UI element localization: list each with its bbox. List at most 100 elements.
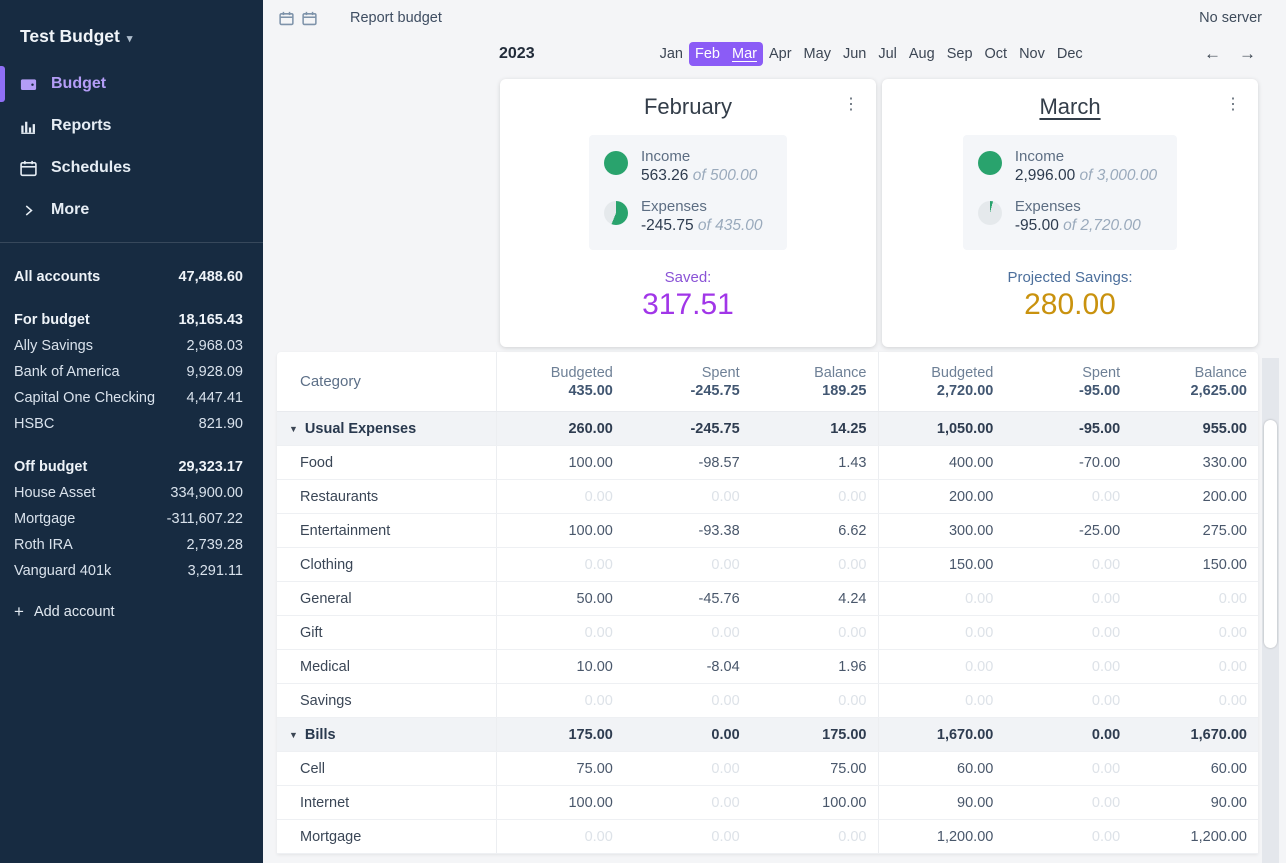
category-name-cell[interactable]: Entertainment <box>277 514 497 547</box>
mar-spent-cell[interactable]: 0.00 <box>1091 488 1121 505</box>
month-mar[interactable]: Mar <box>725 42 763 66</box>
calendar-single-icon[interactable] <box>278 10 295 27</box>
feb-budgeted-cell[interactable]: 100.00 <box>568 522 613 539</box>
collapse-triangle-icon[interactable]: ▼ <box>289 423 298 434</box>
mar-budgeted-cell[interactable]: 400.00 <box>877 446 1005 479</box>
mar-budgeted-cell[interactable]: 90.00 <box>877 786 1005 819</box>
month-jan[interactable]: Jan <box>659 46 683 62</box>
feb-budgeted-cell[interactable]: 260.00 <box>568 420 613 437</box>
feb-balance-cell[interactable]: 1.96 <box>838 658 867 675</box>
mar-spent-cell[interactable]: 0.00 <box>1091 828 1121 845</box>
mar-balance-cell[interactable]: 60.00 <box>1210 760 1247 777</box>
feb-budgeted-cell[interactable]: 0.00 <box>584 692 613 709</box>
budget-type-label[interactable]: Report budget <box>350 10 442 26</box>
category-name-cell[interactable]: ▼ Usual Expenses <box>277 412 497 445</box>
vertical-scrollbar[interactable] <box>1262 358 1279 863</box>
feb-spent-cell[interactable]: 0.00 <box>711 624 740 641</box>
mar-spent-cell[interactable]: -70.00 <box>1079 454 1121 471</box>
feb-balance-cell[interactable]: 0.00 <box>838 556 867 573</box>
mar-budgeted-cell[interactable]: 200.00 <box>877 480 1005 513</box>
collapse-triangle-icon[interactable]: ▼ <box>289 729 298 740</box>
feb-balance-cell[interactable]: 14.25 <box>830 420 867 437</box>
feb-spent-cell[interactable]: -98.57 <box>698 454 740 471</box>
feb-spent-cell[interactable]: -8.04 <box>706 658 740 675</box>
feb-spent-cell[interactable]: -45.76 <box>698 590 740 607</box>
feb-balance-cell[interactable]: 0.00 <box>838 692 867 709</box>
kebab-menu-icon[interactable]: ⋮ <box>843 96 859 113</box>
account-item[interactable]: Mortgage -311,607.22 <box>0 506 263 532</box>
category-name-cell[interactable]: Medical <box>277 650 497 683</box>
account-item[interactable]: Bank of America 9,928.09 <box>0 359 263 385</box>
mar-balance-cell[interactable]: 1,670.00 <box>1190 726 1247 743</box>
mar-budgeted-cell[interactable]: 0.00 <box>877 684 1005 717</box>
category-name-cell[interactable]: Mortgage <box>277 820 497 853</box>
mar-budgeted-cell[interactable]: 0.00 <box>877 650 1005 683</box>
scrollbar-thumb[interactable] <box>1264 420 1277 648</box>
month-nov[interactable]: Nov <box>1019 46 1045 62</box>
add-account-button[interactable]: + Add account <box>0 599 263 625</box>
category-name-cell[interactable]: Internet <box>277 786 497 819</box>
mar-budgeted-cell[interactable]: 0.00 <box>877 616 1005 649</box>
mar-balance-cell[interactable]: 0.00 <box>1218 692 1247 709</box>
feb-spent-cell[interactable]: -93.38 <box>698 522 740 539</box>
feb-balance-cell[interactable]: 175.00 <box>822 726 867 743</box>
feb-balance-cell[interactable]: 0.00 <box>838 624 867 641</box>
month-card-title[interactable]: February <box>643 94 733 119</box>
calendar-multi-icon[interactable] <box>301 10 318 27</box>
mar-balance-cell[interactable]: 330.00 <box>1202 454 1247 471</box>
mar-balance-cell[interactable]: 200.00 <box>1202 488 1247 505</box>
feb-budgeted-cell[interactable]: 0.00 <box>584 828 613 845</box>
prev-month-button[interactable]: ← <box>1204 44 1221 63</box>
mar-spent-cell[interactable]: 0.00 <box>1091 760 1121 777</box>
feb-balance-cell[interactable]: 1.43 <box>838 454 867 471</box>
feb-budgeted-cell[interactable]: 100.00 <box>568 794 613 811</box>
mar-spent-cell[interactable]: 0.00 <box>1091 590 1121 607</box>
mar-spent-cell[interactable]: 0.00 <box>1091 726 1121 743</box>
mar-spent-cell[interactable]: 0.00 <box>1091 692 1121 709</box>
feb-spent-cell[interactable]: -245.75 <box>690 420 740 437</box>
feb-balance-cell[interactable]: 0.00 <box>838 488 867 505</box>
mar-spent-cell[interactable]: 0.00 <box>1091 556 1121 573</box>
category-name-cell[interactable]: General <box>277 582 497 615</box>
kebab-menu-icon[interactable]: ⋮ <box>1225 96 1241 113</box>
sidebar-item-more[interactable]: More <box>0 189 263 231</box>
feb-budgeted-cell[interactable]: 0.00 <box>584 488 613 505</box>
category-name-cell[interactable]: Cell <box>277 752 497 785</box>
budget-file-menu[interactable]: Test Budget ▾ <box>20 26 263 47</box>
feb-spent-cell[interactable]: 0.00 <box>711 760 740 777</box>
account-item[interactable]: Capital One Checking 4,447.41 <box>0 385 263 411</box>
month-dec[interactable]: Dec <box>1056 46 1083 62</box>
mar-balance-cell[interactable]: 0.00 <box>1218 590 1247 607</box>
sidebar-item-schedules[interactable]: Schedules <box>0 147 263 189</box>
feb-spent-cell[interactable]: 0.00 <box>711 488 740 505</box>
mar-balance-cell[interactable]: 150.00 <box>1202 556 1247 573</box>
feb-balance-cell[interactable]: 6.62 <box>838 522 867 539</box>
month-sep[interactable]: Sep <box>946 46 973 62</box>
mar-spent-cell[interactable]: -95.00 <box>1079 420 1121 437</box>
month-card-title[interactable]: March <box>1039 94 1101 119</box>
account-group-header[interactable]: For budget 18,165.43 <box>0 307 263 333</box>
month-oct[interactable]: Oct <box>984 46 1008 62</box>
mar-budgeted-cell[interactable]: 1,050.00 <box>877 412 1005 445</box>
mar-balance-cell[interactable]: 0.00 <box>1218 624 1247 641</box>
feb-spent-cell[interactable]: 0.00 <box>711 828 740 845</box>
all-accounts-row[interactable]: All accounts 47,488.60 <box>0 264 263 290</box>
mar-budgeted-cell[interactable]: 150.00 <box>877 548 1005 581</box>
feb-balance-cell[interactable]: 100.00 <box>822 794 867 811</box>
mar-budgeted-cell[interactable]: 1,670.00 <box>877 718 1005 751</box>
account-item[interactable]: HSBC 821.90 <box>0 411 263 437</box>
mar-spent-cell[interactable]: 0.00 <box>1091 624 1121 641</box>
feb-budgeted-cell[interactable]: 50.00 <box>576 590 613 607</box>
feb-budgeted-cell[interactable]: 0.00 <box>584 624 613 641</box>
account-item[interactable]: House Asset 334,900.00 <box>0 480 263 506</box>
category-name-cell[interactable]: Savings <box>277 684 497 717</box>
feb-budgeted-cell[interactable]: 100.00 <box>568 454 613 471</box>
mar-spent-cell[interactable]: -25.00 <box>1079 522 1121 539</box>
feb-balance-cell[interactable]: 4.24 <box>838 590 867 607</box>
category-name-cell[interactable]: Restaurants <box>277 480 497 513</box>
feb-spent-cell[interactable]: 0.00 <box>711 692 740 709</box>
sidebar-item-reports[interactable]: Reports <box>0 105 263 147</box>
feb-spent-cell[interactable]: 0.00 <box>711 726 740 743</box>
mar-budgeted-cell[interactable]: 0.00 <box>877 582 1005 615</box>
month-jul[interactable]: Jul <box>878 46 897 62</box>
